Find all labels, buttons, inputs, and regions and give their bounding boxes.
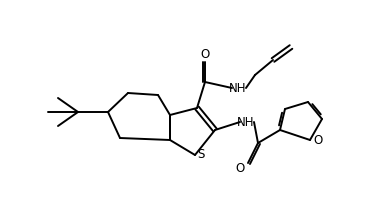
Text: NH: NH [237, 116, 255, 128]
Text: O: O [200, 48, 210, 61]
Text: NH: NH [229, 82, 247, 95]
Text: S: S [197, 149, 205, 162]
Text: O: O [235, 162, 245, 175]
Text: O: O [313, 133, 323, 147]
